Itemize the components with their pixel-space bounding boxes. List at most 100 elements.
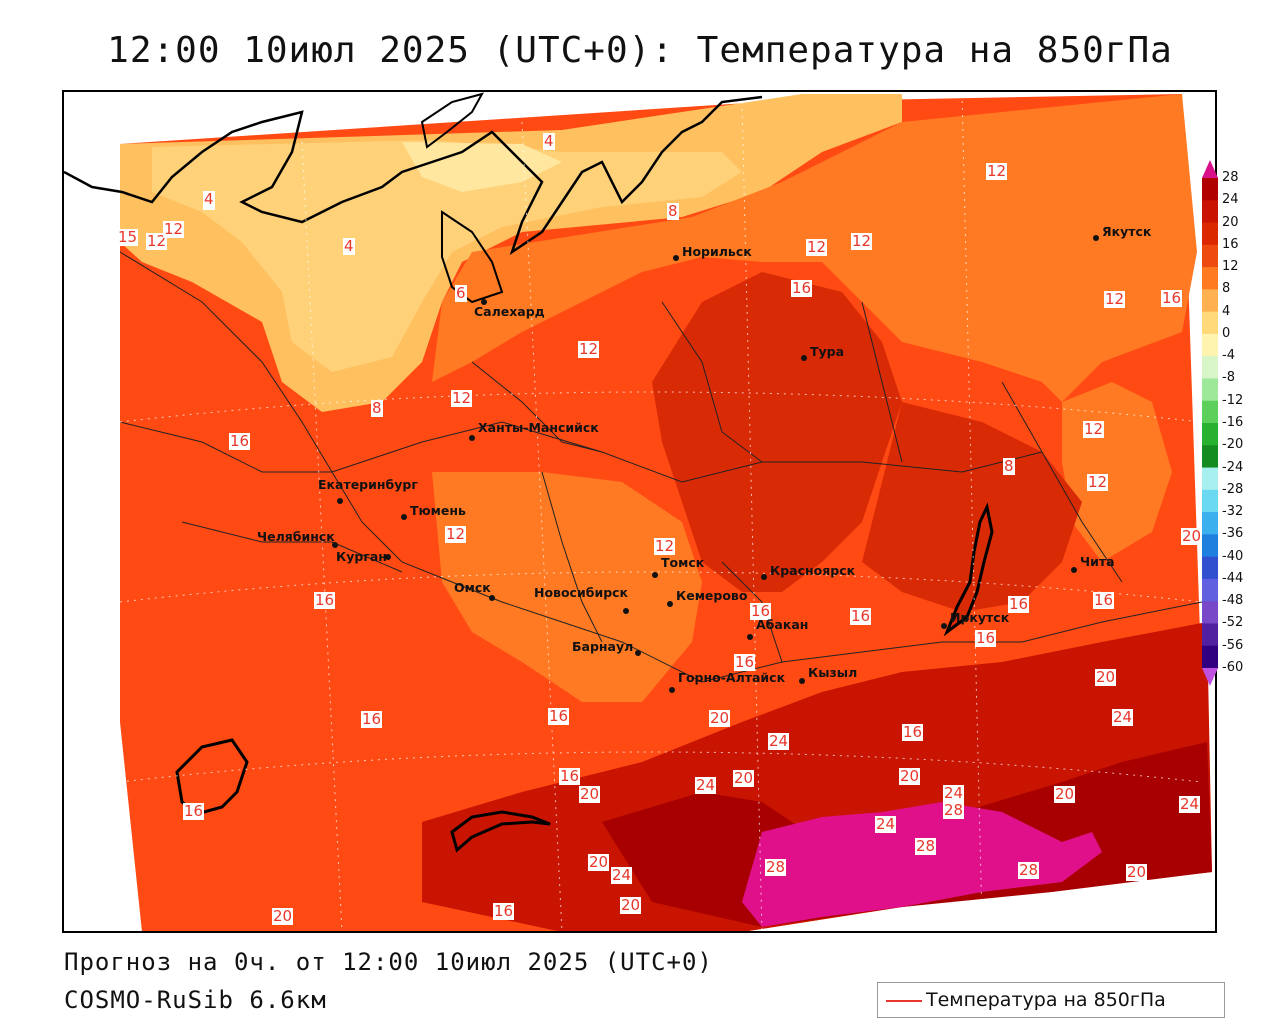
colorbar-segment [1202,289,1218,313]
city-label: Барнаул [572,639,634,654]
city-label: Чита [1080,554,1115,569]
city-dot [1071,561,1080,576]
city-dot [481,293,490,308]
colorbar-tick-label: -44 [1222,570,1244,586]
city-dot [469,429,478,444]
coastline-novaya-zemlya [420,92,485,149]
isotherm-label: 24 [1179,795,1201,813]
colorbar-segment [1202,623,1218,647]
colorbar-tick-label: -24 [1222,459,1244,475]
legend-label: Температура на 850гПа [926,989,1166,1011]
isotherm-label: 12 [146,232,168,250]
isotherm-label: 12 [578,340,600,358]
isotherm-label: 4 [203,190,215,208]
city-label: Тура [810,344,845,359]
isotherm-label: 16 [361,710,383,728]
isotherm-label: 16 [1161,289,1183,307]
city-dot [747,628,756,643]
colorbar-tick-label: 4 [1222,303,1231,319]
colorbar-segment [1202,512,1218,535]
city-dot [801,349,810,364]
isotherm-label: 20 [272,907,294,925]
legend-line-swatch [886,1000,922,1002]
city-dot [667,595,676,610]
isotherm-label: 16 [975,629,997,647]
isotherm-label: 12 [451,389,473,407]
isotherm-label: 16 [902,723,924,741]
colorbar-tick-label: -60 [1222,660,1244,675]
isotherm-label: 28 [915,837,937,855]
colorbar-tick-label: -28 [1222,481,1244,497]
city-label: Екатеринбург [318,477,418,492]
isotherm-label: 12 [986,162,1008,180]
colorbar-tick-label: -48 [1222,593,1244,609]
isotherm-label: 20 [733,769,755,787]
isotherm-label: 20 [899,767,921,785]
city-dot [401,508,410,523]
colorbar-tick-label: 24 [1222,192,1239,208]
isotherm-label: 16 [183,802,205,820]
isotherm-label: 8 [371,399,383,417]
colorbar-tick-label: 16 [1222,236,1239,252]
isotherm-label: 16 [791,279,813,297]
isotherm-label: 16 [1008,595,1030,613]
city-label: Новосибирск [534,585,629,600]
city-dot [489,589,498,604]
colorbar-segment [1202,645,1218,669]
isotherm-label: 24 [768,732,790,750]
city-label: Тюмень [410,503,466,518]
isotherm-label: 28 [943,801,965,819]
isotherm-label: 4 [543,132,555,150]
model-name: COSMO-RuSib 6.6км [64,986,327,1014]
city-label: Красноярск [770,563,856,578]
lake-balkhash [450,810,551,853]
isotherm-label: 20 [1095,668,1117,686]
isotherm-label: 12 [1083,420,1105,438]
city-label: Кемерово [676,588,748,603]
colorbar-tick-label: -8 [1222,370,1235,386]
colorbar-tick-label: -56 [1222,637,1244,653]
isotherm-label: 24 [1112,708,1134,726]
isotherm-label: 16 [1093,591,1115,609]
colorbar-segment [1202,534,1218,558]
city-dot [337,492,346,507]
colorbar-segment [1202,222,1218,246]
isotherm-label: 16 [559,767,581,785]
colorbar-segment [1202,445,1218,469]
colorbar-segment [1202,578,1218,602]
colorbar-tick-label: -20 [1222,437,1244,453]
isotherm-label: 16 [850,607,872,625]
isotherm-label: 24 [875,815,897,833]
city-dot [652,566,661,581]
colorbar-tick-label: -4 [1222,348,1235,364]
isotherm-label: 12 [851,232,873,250]
isotherm-label: 12 [1087,473,1109,491]
colorbar-min-arrow [1202,668,1218,686]
city-dot [761,568,770,583]
coastline-arctic [64,95,763,256]
city-label: Иркутск [950,610,1010,625]
isotherm-label: 15 [117,228,139,246]
colorbar-max-arrow [1202,160,1218,178]
colorbar-segment [1202,423,1218,446]
isotherm-label: 24 [943,784,965,802]
city-label: Норильск [682,244,752,259]
isotherm-label: 20 [588,853,610,871]
colorbar-tick-label: -52 [1222,615,1244,631]
isotherm-label: 16 [548,707,570,725]
colorbar-segment [1202,378,1218,402]
isotherm-label: 24 [611,866,633,884]
map-area: 4448121512468121612121212121681216121216… [62,90,1217,933]
isotherm-label: 20 [1181,527,1203,545]
lake-baikal [943,502,994,637]
colorbar-segment [1202,489,1218,513]
legend: Температура на 850гПа [877,982,1225,1018]
city-label: Абакан [756,617,809,632]
city-label: Горно-Алтайск [678,670,786,685]
city-dot [669,681,678,696]
colorbar-segment [1202,178,1218,201]
city-label: Курган [336,549,387,564]
colorbar-tick-label: 0 [1222,325,1231,341]
isotherm-label: 8 [667,202,679,220]
zone-light-yellow [402,142,562,192]
